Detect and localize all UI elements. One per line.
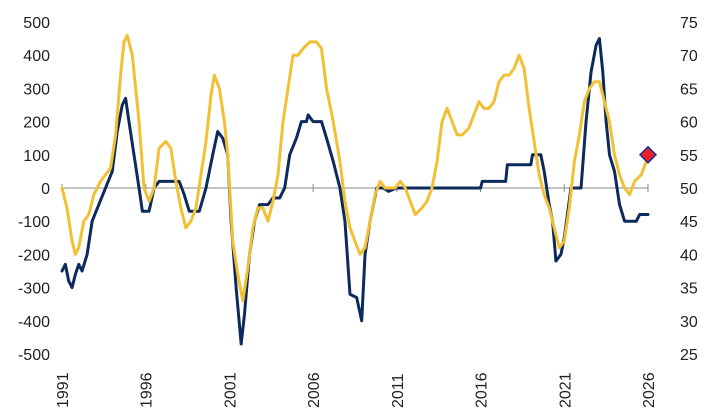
right-tick-label: 30 <box>680 314 698 331</box>
series-line-left-axis <box>60 37 650 346</box>
right-tick-label: 25 <box>680 347 698 364</box>
left-tick-label: 400 <box>23 48 50 65</box>
right-tick-label: 60 <box>680 115 698 132</box>
x-tick-label: 2026 <box>641 372 658 408</box>
left-tick-label: -500 <box>18 347 50 364</box>
left-axis: 500 400 300 200 100 0 -100 -200 -300 -400 -500 <box>18 15 50 364</box>
left-tick-label: 200 <box>23 115 50 132</box>
left-tick-label: -100 <box>18 214 50 231</box>
left-tick-label: 300 <box>23 81 50 98</box>
x-tick-label: 1996 <box>139 372 156 408</box>
right-tick-label: 50 <box>680 181 698 198</box>
right-tick-label: 35 <box>680 281 698 298</box>
x-axis: 1991 1996 2001 2006 2011 2016 2021 2026 <box>55 184 658 408</box>
right-tick-label: 65 <box>680 81 698 98</box>
x-tick-label: 2021 <box>557 372 574 408</box>
left-tick-label: 500 <box>23 15 50 32</box>
x-tick-label: 2001 <box>222 372 239 408</box>
x-tick-label: 2016 <box>474 372 491 408</box>
right-tick-label: 70 <box>680 48 698 65</box>
x-tick-label: 2006 <box>306 372 323 408</box>
x-tick-label: 1991 <box>55 372 72 408</box>
left-tick-label: -300 <box>18 281 50 298</box>
series-line-right-axis <box>60 33 650 303</box>
right-tick-label: 55 <box>680 148 698 165</box>
left-tick-label: 100 <box>23 148 50 165</box>
right-tick-label: 75 <box>680 15 698 32</box>
series-layer <box>60 33 650 346</box>
left-tick-label: -400 <box>18 314 50 331</box>
right-tick-label: 40 <box>680 247 698 264</box>
left-tick-label: 0 <box>41 181 50 198</box>
right-axis: 75 70 65 60 55 50 45 40 35 30 25 <box>680 15 698 364</box>
left-tick-label: -200 <box>18 247 50 264</box>
annotation-layer <box>638 145 658 164</box>
right-tick-label: 45 <box>680 214 698 231</box>
x-tick-label: 2011 <box>390 373 407 408</box>
diamond-marker <box>638 145 658 164</box>
x-axis-ticks: 1991 1996 2001 2006 2011 2016 2021 2026 <box>55 372 658 408</box>
